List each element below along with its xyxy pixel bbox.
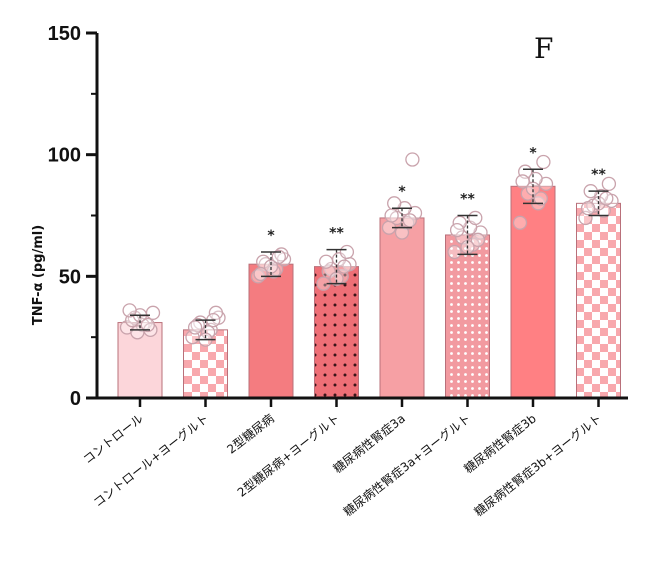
y-tick-label: 0 (70, 388, 81, 410)
data-point (271, 249, 286, 265)
x-tick-label: コントロール+ヨーグルト (91, 411, 212, 509)
data-point (140, 317, 155, 333)
data-point (318, 254, 334, 269)
bar (576, 202, 621, 399)
bar (510, 185, 556, 399)
y-tick-label: 150 (48, 23, 81, 45)
data-point (339, 244, 355, 260)
panel-label: F (534, 32, 553, 65)
data-point (384, 208, 399, 223)
x-tick-label: 糖尿病性腎症3a+ヨーグルト (340, 411, 473, 520)
bar (445, 234, 490, 399)
data-point (145, 305, 161, 320)
data-point (405, 152, 420, 167)
data-point (599, 191, 614, 206)
data-point (470, 232, 486, 247)
x-tick-label: 2型糖尿病+ヨーグルト (234, 411, 342, 500)
bar (183, 329, 228, 399)
x-tick-label: 2型糖尿病 (224, 411, 277, 457)
data-point (130, 325, 145, 340)
data-point (515, 174, 530, 189)
bar (379, 217, 425, 399)
x-tick-label: コントロール (80, 411, 145, 466)
data-point (187, 320, 203, 335)
data-point (580, 201, 596, 216)
data-point (533, 191, 548, 206)
significance-marker: ** (329, 226, 344, 242)
data-point (512, 215, 528, 230)
bar (248, 263, 294, 399)
data-point (253, 266, 268, 282)
data-point (468, 210, 483, 226)
significance-marker: ** (460, 192, 475, 208)
x-tick-label: 糖尿病性腎症3b+ヨーグルト (471, 411, 604, 520)
significance-marker: ** (591, 167, 606, 183)
data-point (402, 213, 417, 228)
y-axis-label: TNF-α (pg/ml) (31, 225, 46, 325)
data-point (449, 222, 465, 238)
data-point (337, 259, 352, 274)
data-point (536, 154, 551, 170)
y-tick-label: 50 (59, 266, 81, 288)
data-point (601, 176, 617, 192)
significance-marker: * (398, 184, 406, 200)
data-point (122, 303, 137, 318)
significance-marker: * (267, 228, 275, 244)
y-tick-label: 100 (48, 145, 81, 167)
data-point (447, 244, 462, 260)
significance-marker: * (529, 145, 537, 161)
